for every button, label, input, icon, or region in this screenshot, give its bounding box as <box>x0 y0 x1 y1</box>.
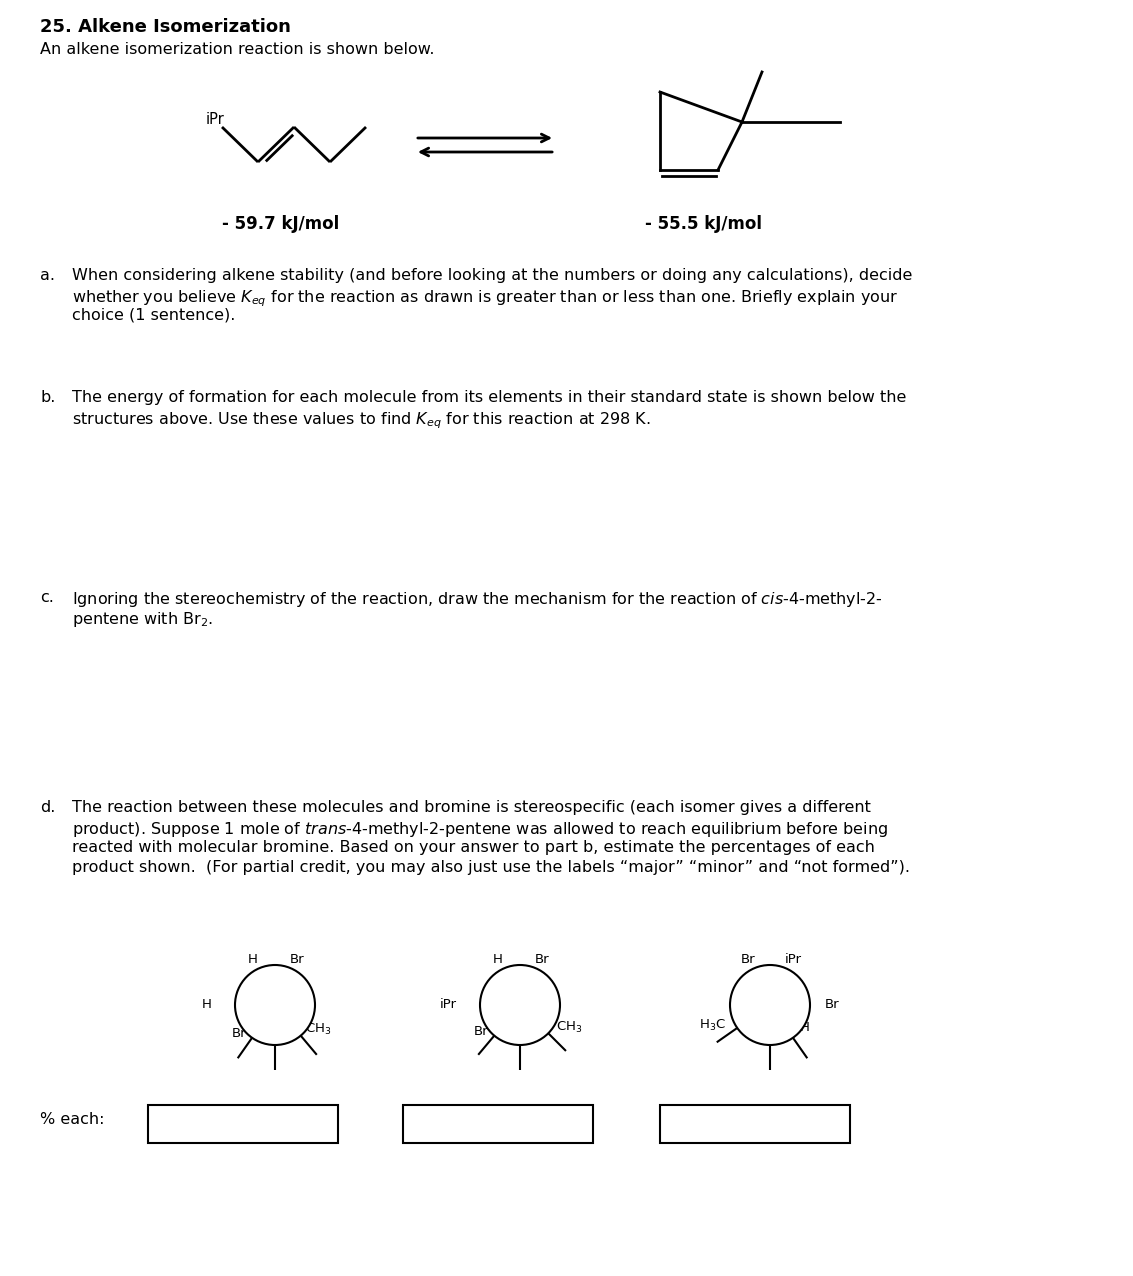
Text: product shown.  (For partial credit, you may also just use the labels “major” “m: product shown. (For partial credit, you … <box>73 860 910 875</box>
Text: Br: Br <box>232 1027 247 1040</box>
Circle shape <box>730 965 810 1045</box>
Text: CH$_3$: CH$_3$ <box>306 1022 332 1037</box>
Text: choice (1 sentence).: choice (1 sentence). <box>73 308 236 323</box>
Bar <box>403 1105 593 1143</box>
Text: - 55.5 kJ/mol: - 55.5 kJ/mol <box>645 214 763 234</box>
Text: - 59.7 kJ/mol: - 59.7 kJ/mol <box>222 214 339 234</box>
Text: When considering alkene stability (and before looking at the numbers or doing an: When considering alkene stability (and b… <box>73 268 912 283</box>
Text: % each:: % each: <box>40 1113 104 1128</box>
Text: Ignoring the stereochemistry of the reaction, draw the mechanism for the reactio: Ignoring the stereochemistry of the reac… <box>73 590 883 609</box>
Text: An alkene isomerization reaction is shown below.: An alkene isomerization reaction is show… <box>40 42 434 57</box>
Text: Br: Br <box>290 953 305 966</box>
Text: whether you believe $K_{eq}$ for the reaction as drawn is greater than or less t: whether you believe $K_{eq}$ for the rea… <box>73 288 898 309</box>
Text: iPr: iPr <box>266 1021 283 1034</box>
Bar <box>661 1105 850 1143</box>
Text: reacted with molecular bromine. Based on your answer to part b, estimate the per: reacted with molecular bromine. Based on… <box>73 840 875 855</box>
Text: a.: a. <box>40 268 56 283</box>
Circle shape <box>480 965 560 1045</box>
Bar <box>148 1105 338 1143</box>
Text: Br: Br <box>474 1026 488 1039</box>
Text: H: H <box>202 999 212 1012</box>
Text: CH$_3$: CH$_3$ <box>556 1020 582 1035</box>
Text: H: H <box>800 1021 809 1035</box>
Text: The reaction between these molecules and bromine is stereospecific (each isomer : The reaction between these molecules and… <box>73 800 871 815</box>
Text: H: H <box>493 953 503 966</box>
Text: iPr: iPr <box>206 112 224 128</box>
Text: The energy of formation for each molecule from its elements in their standard st: The energy of formation for each molecul… <box>73 390 906 404</box>
Text: pentene with Br$_2$.: pentene with Br$_2$. <box>73 610 213 629</box>
Text: b.: b. <box>40 390 56 404</box>
Text: H: H <box>765 1021 775 1034</box>
Circle shape <box>235 965 315 1045</box>
Text: product). Suppose 1 mole of $\it{trans}$-4-methyl-2-pentene was allowed to reach: product). Suppose 1 mole of $\it{trans}$… <box>73 820 888 840</box>
Text: c.: c. <box>40 590 54 605</box>
Text: iPr: iPr <box>785 953 802 966</box>
Text: structures above. Use these values to find $K_{eq}$ for this reaction at 298 K.: structures above. Use these values to fi… <box>73 410 650 430</box>
Text: iPr: iPr <box>440 999 457 1012</box>
Text: H$_3$C: H$_3$C <box>699 1017 726 1032</box>
Text: d.: d. <box>40 800 56 815</box>
Text: H: H <box>516 1021 525 1034</box>
Text: Br: Br <box>741 953 756 966</box>
Text: Br: Br <box>825 999 840 1012</box>
Text: 25. Alkene Isomerization: 25. Alkene Isomerization <box>40 18 291 36</box>
Text: H: H <box>248 953 258 966</box>
Text: Br: Br <box>535 953 550 966</box>
